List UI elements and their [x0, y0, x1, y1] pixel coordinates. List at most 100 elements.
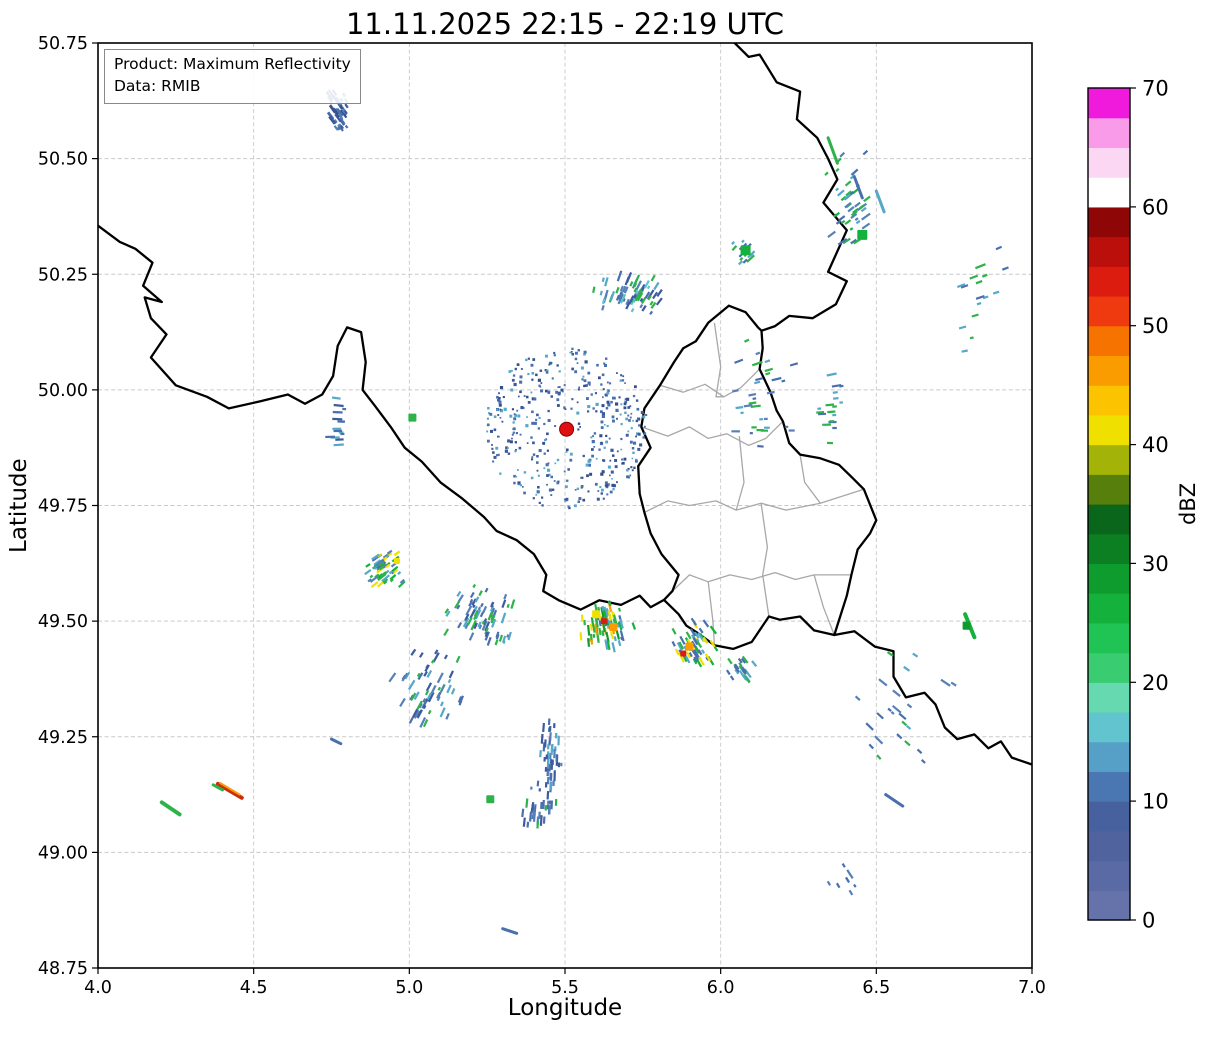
radar-echo — [498, 400, 502, 404]
radar-echo — [437, 686, 442, 691]
radar-echo — [416, 709, 423, 718]
radar-marker — [559, 421, 575, 437]
radar-echo — [533, 804, 537, 812]
colorbar-band — [1088, 414, 1130, 446]
radar-echo — [436, 692, 441, 699]
radar-echo — [601, 470, 605, 474]
echo-cluster-far-east-sparse — [956, 245, 1009, 353]
radar-echo — [845, 190, 852, 197]
radar-echo — [488, 412, 491, 415]
radar-echo — [691, 640, 697, 649]
radar-echo — [671, 641, 676, 647]
colorbar-band — [1088, 890, 1130, 921]
radar-echo — [622, 375, 625, 378]
radar-echo — [499, 472, 502, 475]
radar-echo — [545, 371, 549, 374]
region-border — [641, 420, 784, 447]
radar-echo — [498, 403, 502, 407]
echo-cell — [600, 618, 607, 625]
echo-cell — [962, 621, 971, 630]
radar-echo — [340, 125, 344, 130]
radar-echo — [750, 404, 761, 408]
radar-echo — [389, 573, 397, 581]
colorbar-band — [1088, 147, 1130, 178]
radar-echo — [600, 441, 603, 444]
radar-echo — [493, 415, 497, 418]
radar-echo — [611, 483, 615, 487]
colorbar-frame — [1087, 87, 1131, 921]
radar-echo — [599, 290, 603, 296]
radar-echo — [551, 377, 554, 380]
y-tick-label: 49.75 — [38, 497, 88, 517]
radar-echo — [497, 435, 500, 438]
radar-echo — [583, 353, 586, 356]
radar-echo — [523, 471, 527, 474]
radar-echo — [419, 717, 427, 728]
radar-echo — [538, 501, 541, 504]
radar-echo — [408, 716, 415, 724]
radar-echo — [498, 398, 501, 401]
radar-echo — [502, 396, 505, 399]
radar-echo — [458, 700, 463, 706]
radar-echo — [532, 497, 535, 500]
radar-echo — [444, 608, 450, 614]
radar-echo — [525, 358, 528, 362]
radar-echo — [607, 389, 610, 392]
radar-echo — [490, 615, 495, 621]
radar-echo — [496, 408, 499, 411]
radar-echo — [518, 395, 520, 398]
radar-echo — [577, 500, 580, 503]
radar-echo — [826, 880, 832, 886]
radar-echo — [587, 410, 590, 413]
radar-echo — [474, 596, 480, 603]
radar-echo — [426, 692, 432, 701]
radar-echo — [365, 563, 371, 568]
radar-echo — [556, 364, 559, 367]
radar-echo — [566, 448, 569, 452]
radar-echo — [577, 349, 580, 352]
radar-echo — [456, 590, 462, 597]
radar-echo — [969, 336, 974, 340]
echo-cell — [609, 623, 618, 632]
radar-echo — [630, 308, 635, 313]
radar-echo — [548, 390, 551, 393]
radar-echo — [469, 591, 475, 599]
region-border — [707, 581, 716, 646]
radar-echo — [538, 384, 541, 387]
radar-echo — [636, 418, 639, 421]
radar-echo — [333, 119, 338, 124]
radar-echo — [743, 404, 753, 408]
radar-echo — [557, 404, 560, 407]
y-axis-label: Latitude — [6, 458, 32, 553]
radar-echo — [832, 397, 839, 400]
radar-echo — [903, 665, 911, 672]
radar-echo — [601, 412, 605, 416]
radar-echo — [620, 423, 623, 426]
radar-echo — [550, 475, 553, 479]
radar-echo — [580, 614, 584, 622]
echo-cluster-east-border-field — [824, 149, 871, 246]
radar-echo — [896, 733, 903, 740]
colorbar-band — [1088, 236, 1130, 267]
radar-echo — [590, 393, 593, 396]
radar-echo — [399, 578, 405, 584]
radar-echo — [383, 556, 388, 561]
radar-echo — [599, 486, 602, 489]
radar-echo — [956, 283, 966, 289]
radar-echo — [609, 459, 612, 462]
radar-echo — [522, 407, 525, 409]
radar-echo — [861, 222, 871, 230]
radar-echo — [477, 606, 482, 611]
radar-echo — [696, 641, 703, 649]
radar-echo — [544, 438, 547, 442]
radar-echo — [548, 488, 552, 492]
radar-echo — [633, 287, 638, 293]
radar-echo — [625, 433, 629, 437]
radar-echo — [529, 811, 533, 822]
radar-echo — [553, 480, 556, 482]
colorbar-band — [1088, 444, 1130, 475]
radar-echo — [690, 617, 698, 626]
radar-echo — [587, 371, 591, 375]
radar-echo — [591, 448, 594, 451]
radar-echo — [539, 750, 542, 758]
